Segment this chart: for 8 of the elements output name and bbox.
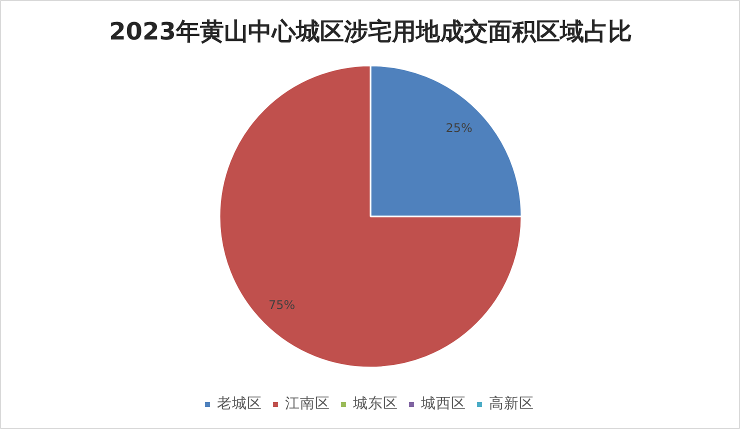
chart-title: 2023年黄山中心城区涉宅用地成交面积区域占比 <box>109 18 632 46</box>
data-label: 25% <box>446 120 472 135</box>
data-label: 75% <box>268 298 296 312</box>
legend-label: 老城区 <box>217 395 262 413</box>
legend-label: 高新区 <box>489 394 534 413</box>
legend-label: 城东区 <box>353 394 398 413</box>
legend-label: 江南区 <box>285 395 330 413</box>
legend-label: 城西区 <box>421 395 466 413</box>
